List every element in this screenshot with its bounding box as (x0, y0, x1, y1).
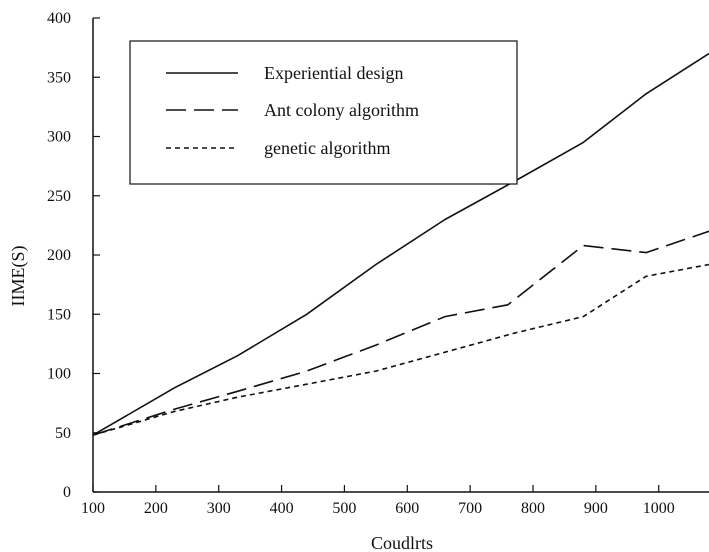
x-tick-label: 400 (270, 500, 294, 517)
legend-label: genetic algorithm (264, 138, 390, 158)
x-tick-label: 100 (81, 500, 105, 517)
y-tick-label: 150 (47, 306, 71, 323)
legend-box (129, 40, 518, 185)
series-layer (92, 52, 709, 436)
y-axis-label: IIME(S) (8, 246, 29, 307)
legend-label: Ant colony algorithm (264, 100, 419, 120)
x-tick-label: 900 (584, 500, 608, 517)
x-tick-label: 600 (395, 500, 419, 517)
x-tick-label: 200 (144, 500, 168, 517)
x-tick-label: 700 (458, 500, 482, 517)
x-tick-label: 800 (521, 500, 545, 517)
y-tick-label: 250 (47, 188, 71, 205)
y-tick-label: 200 (47, 247, 71, 264)
y-tick-label: 100 (47, 366, 71, 383)
x-tick-label: 1000 (643, 500, 675, 517)
y-tick-label: 50 (55, 425, 71, 442)
y-tick-label: 0 (63, 484, 71, 501)
series-line-experiential-design (92, 52, 709, 436)
x-tick-label: 500 (332, 500, 356, 517)
x-axis-label: Coudlrts (371, 533, 433, 552)
y-tick-label: 300 (47, 129, 71, 146)
x-tick-label: 300 (207, 500, 231, 517)
axes: 0 50 100 150 200 250 300 350 400 100 200 300 400 500 6… (47, 10, 709, 517)
y-tick-label: 350 (47, 69, 71, 86)
legend: Experiential design Ant colony algorithm g… (129, 40, 518, 185)
y-tick-label: 400 (47, 10, 71, 27)
series-line-ant-colony-algorithm (92, 230, 709, 436)
legend-label: Experiential design (264, 63, 403, 83)
series-line-genetic-algorithm (92, 263, 709, 436)
